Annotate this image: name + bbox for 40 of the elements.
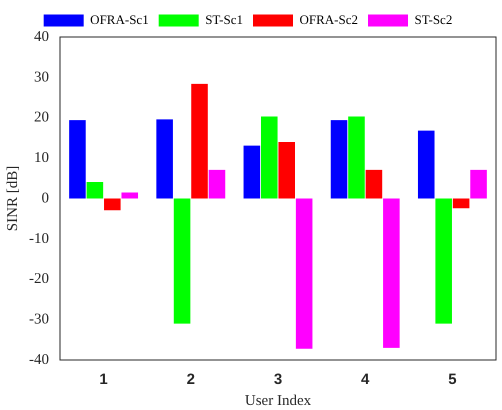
legend-label: OFRA-Sc1 xyxy=(90,12,149,27)
y-axis-title: SINR [dB] xyxy=(4,166,21,232)
x-tick-label: 5 xyxy=(448,371,457,388)
bar xyxy=(174,198,190,324)
y-tick-label: 0 xyxy=(41,190,49,206)
x-tick-label: 4 xyxy=(361,371,370,388)
bar xyxy=(260,116,278,198)
bar xyxy=(452,198,470,208)
x-tick-label: 1 xyxy=(99,371,108,388)
x-tick-label: 2 xyxy=(186,371,195,388)
y-tick-label: -30 xyxy=(28,312,49,328)
bar xyxy=(296,198,312,349)
bar xyxy=(418,130,435,198)
bar xyxy=(330,120,348,198)
y-tick-label: 20 xyxy=(34,110,49,126)
y-tick-label: -20 xyxy=(28,271,49,288)
bar xyxy=(69,120,86,198)
x-axis-title: User Index xyxy=(244,392,312,409)
bar xyxy=(244,146,260,198)
bar xyxy=(366,170,382,198)
bar xyxy=(104,198,121,210)
y-tick-label: -40 xyxy=(28,352,49,368)
bar xyxy=(156,119,173,198)
bar xyxy=(278,142,295,198)
bar xyxy=(383,198,400,348)
bar xyxy=(470,170,487,198)
bar xyxy=(435,198,452,324)
bar xyxy=(121,192,138,198)
y-tick-label: 10 xyxy=(34,150,49,166)
y-tick-label: -10 xyxy=(28,230,49,247)
x-tick-label: 3 xyxy=(274,371,282,388)
legend-label: OFRA-Sc2 xyxy=(300,12,358,27)
legend-label: ST-Sc2 xyxy=(414,12,452,27)
bar xyxy=(191,84,208,198)
bar xyxy=(348,116,365,198)
y-tick-label: 30 xyxy=(34,69,49,86)
bar xyxy=(86,182,104,198)
y-tick-label: 40 xyxy=(34,28,49,45)
legend-label: ST-Sc1 xyxy=(205,12,244,27)
bar xyxy=(208,170,226,198)
